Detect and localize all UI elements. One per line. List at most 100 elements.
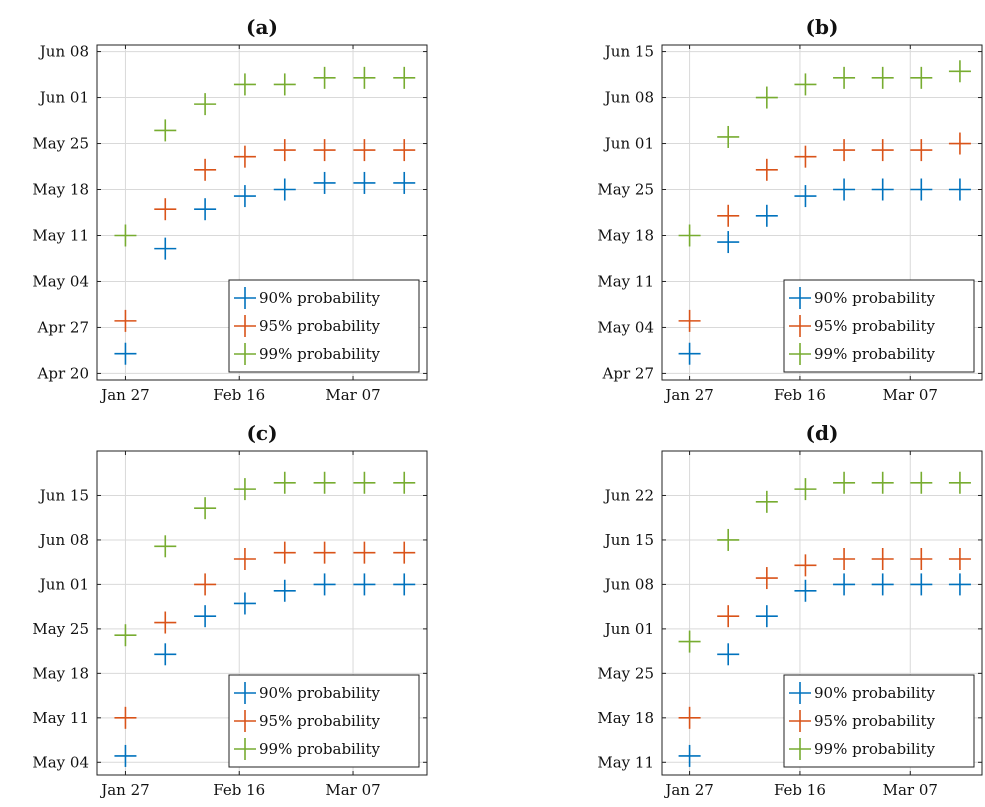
data-point xyxy=(313,541,336,564)
y-tick-label: May 25 xyxy=(597,181,654,199)
data-point xyxy=(393,139,416,162)
plot-frame xyxy=(96,450,428,776)
x-tick-label: Feb 16 xyxy=(774,781,826,799)
y-tick-label: May 25 xyxy=(32,620,89,638)
data-point xyxy=(755,490,778,513)
legend-box xyxy=(228,674,420,768)
legend-box xyxy=(783,674,975,768)
plot-frame xyxy=(661,450,983,776)
y-tick-label: Jun 08 xyxy=(603,575,654,593)
data-point xyxy=(194,573,217,596)
data-point xyxy=(833,471,856,494)
data-point xyxy=(833,66,856,89)
data-point xyxy=(755,86,778,109)
y-tick-label: Jun 15 xyxy=(603,43,654,61)
data-point xyxy=(678,342,701,365)
data-point xyxy=(154,237,177,260)
chart-title: (a) xyxy=(246,15,278,39)
data-point xyxy=(717,231,740,254)
y-tick-label: May 11 xyxy=(32,226,89,244)
data-point xyxy=(273,73,296,96)
data-point xyxy=(114,309,137,332)
data-point xyxy=(114,624,137,647)
x-tick-label: Mar 07 xyxy=(883,781,938,799)
y-tick-label: May 18 xyxy=(32,181,89,199)
y-tick-label: Jun 01 xyxy=(38,575,89,593)
x-tick-label: Mar 07 xyxy=(883,386,938,404)
data-point xyxy=(755,567,778,590)
legend-label: 90% probability xyxy=(259,289,380,307)
data-point xyxy=(233,548,256,570)
chart-title: (d) xyxy=(806,421,839,445)
plot-frame xyxy=(96,44,428,381)
data-point xyxy=(871,471,894,494)
data-point xyxy=(755,605,778,628)
data-point xyxy=(678,744,701,767)
y-tick-label: Jun 01 xyxy=(38,89,89,107)
data-point xyxy=(393,66,416,89)
y-tick-label: May 04 xyxy=(597,318,654,336)
y-tick-label: May 04 xyxy=(32,753,89,771)
data-point xyxy=(353,541,376,564)
data-point xyxy=(114,744,137,767)
data-point xyxy=(678,630,701,653)
data-point xyxy=(194,158,217,181)
legend-label: 90% probability xyxy=(814,289,935,307)
data-point xyxy=(353,139,376,162)
y-tick-label: May 18 xyxy=(597,709,654,727)
y-tick-label: Jun 15 xyxy=(38,486,89,504)
data-point xyxy=(233,145,256,168)
legend-label: 99% probability xyxy=(259,740,380,758)
data-point xyxy=(313,471,336,494)
data-point xyxy=(948,132,971,155)
x-tick-label: Feb 16 xyxy=(213,386,265,404)
data-point xyxy=(393,573,416,596)
data-point xyxy=(233,185,256,208)
y-tick-label: May 25 xyxy=(597,664,654,682)
y-tick-label: Jun 08 xyxy=(38,43,89,61)
x-tick-label: Jan 27 xyxy=(663,386,713,404)
legend-label: 90% probability xyxy=(814,684,935,702)
data-point xyxy=(910,66,933,89)
y-tick-label: May 18 xyxy=(597,226,654,244)
y-tick-label: May 11 xyxy=(32,709,89,727)
data-point xyxy=(910,471,933,494)
data-point xyxy=(678,224,701,247)
data-point xyxy=(194,93,217,116)
data-point xyxy=(194,605,217,628)
data-point xyxy=(717,204,740,227)
legend-label: 99% probability xyxy=(814,345,935,363)
data-point xyxy=(233,73,256,96)
legend-label: 95% probability xyxy=(814,317,935,335)
y-tick-label: May 11 xyxy=(597,272,654,290)
data-point xyxy=(393,171,416,194)
data-point xyxy=(833,573,856,596)
data-point xyxy=(871,573,894,596)
y-tick-label: May 25 xyxy=(32,135,89,153)
legend-label: 99% probability xyxy=(259,345,380,363)
legend-box xyxy=(783,279,975,373)
data-point xyxy=(833,548,856,570)
data-point xyxy=(114,224,137,247)
data-point xyxy=(154,198,177,221)
x-tick-label: Jan 27 xyxy=(99,781,149,799)
y-tick-label: Jun 15 xyxy=(603,531,654,549)
x-tick-label: Jan 27 xyxy=(99,386,149,404)
data-point xyxy=(313,139,336,162)
data-point xyxy=(273,178,296,201)
legend-label: 95% probability xyxy=(814,712,935,730)
chart-panel: Jan 27 Feb 16 Mar 07 Apr 20 Apr 27 May 04 May … xyxy=(32,15,428,404)
data-point xyxy=(948,178,971,201)
y-tick-label: Jun 01 xyxy=(603,620,654,638)
data-point xyxy=(794,185,817,208)
y-tick-label: Apr 27 xyxy=(602,364,654,382)
data-point xyxy=(717,125,740,148)
data-point xyxy=(678,309,701,332)
legend-label: 90% probability xyxy=(259,684,380,702)
data-point xyxy=(313,66,336,89)
y-tick-label: Apr 27 xyxy=(37,318,89,336)
chart-title: (b) xyxy=(806,15,839,39)
data-point xyxy=(794,145,817,168)
